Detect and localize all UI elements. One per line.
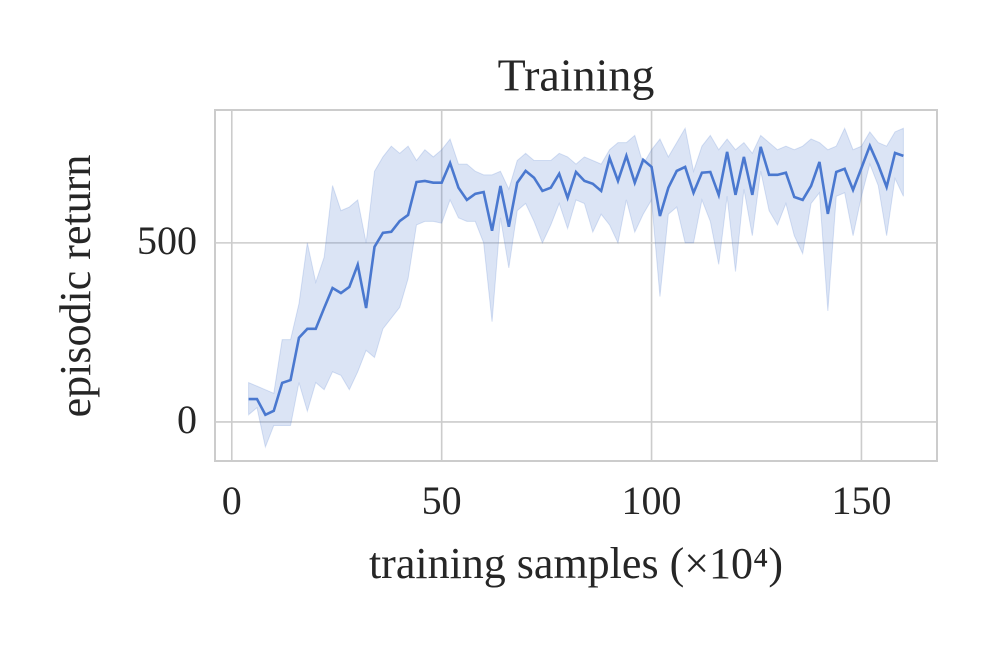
y-tick-label: 500 (137, 218, 197, 263)
confidence-band (248, 126, 904, 449)
x-tick-label: 150 (831, 478, 891, 523)
chart-title: Training (498, 50, 655, 101)
x-tick-label: 100 (622, 478, 682, 523)
y-tick-label: 0 (177, 397, 197, 442)
x-tick-label: 50 (422, 478, 462, 523)
x-tick-label: 0 (222, 478, 242, 523)
plot-frame (214, 109, 938, 462)
x-axis-label: training samples (×10⁴) (369, 539, 783, 588)
line (248, 142, 904, 417)
y-axis-label: episodic return (51, 155, 100, 418)
